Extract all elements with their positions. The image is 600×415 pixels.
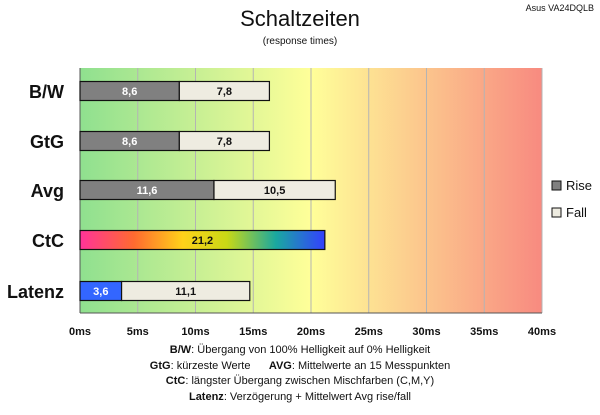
note-bw: B/W: Übergang von 100% Helligkeit auf 0%… [0, 343, 600, 359]
x-ticks: 0ms 5ms 10ms 15ms 20ms 25ms 30ms 35ms 40ms [69, 326, 556, 338]
bar-fall [178, 130, 271, 152]
note-key: CtC [165, 375, 186, 387]
bar-ctc-label: 21,2 [192, 235, 213, 247]
legend-label: Fall [566, 205, 587, 220]
bar-fall-label: 7,8 [217, 86, 232, 98]
note-text: : Mittelwerte an 15 Messpunkten [291, 359, 451, 372]
monitor-model: Asus VA24DQLB [525, 3, 594, 13]
note-gtg-avg: GtG: kürzeste Werte AVG: Mittelwerte an … [0, 359, 600, 375]
note-text: : längster Übergang zwischen Mischfarben… [185, 375, 435, 387]
x-tick-label: 15ms [239, 326, 267, 338]
x-tick-label: 20ms [297, 326, 325, 338]
x-tick-label: 5ms [127, 326, 149, 338]
note-text: : Übergang von 100% Helligkeit auf 0% He… [191, 344, 431, 356]
category-label: CtC [32, 231, 64, 251]
bar-fall-label: 7,8 [217, 136, 232, 148]
bar-rise-label: 8,6 [122, 86, 137, 98]
legend-swatch [551, 180, 562, 191]
legend: Rise Fall [551, 178, 592, 220]
note-latenz: Latenz: Verzögerung + Mittelwert Avg ris… [0, 390, 600, 406]
note-ctc: CtC: längster Übergang zwischen Mischfar… [0, 374, 600, 390]
bar-fall [213, 179, 336, 201]
category-labels: B/W GtG Avg CtC Latenz [7, 82, 64, 302]
bar-ctc [79, 229, 326, 251]
bar-latenz-avg [120, 280, 251, 302]
legend-label: Rise [566, 178, 592, 193]
x-tick-label: 10ms [181, 326, 209, 338]
chart-title: Schaltzeiten [240, 6, 360, 31]
bar-latenz-avg-label: 11,1 [175, 286, 196, 298]
x-tick-label: 40ms [528, 326, 556, 338]
x-tick-label: 30ms [412, 326, 440, 338]
x-tick-label: 25ms [355, 326, 383, 338]
category-label: Avg [31, 181, 64, 201]
note-key: Latenz [188, 390, 224, 403]
bar-fall-label: 10,5 [264, 185, 285, 197]
note-text: : kürzeste Werte [170, 359, 251, 372]
note-key: AVG [268, 359, 292, 372]
category-label: B/W [29, 82, 64, 102]
category-label: GtG [30, 132, 64, 152]
bar-latenz-delay-label: 3,6 [93, 286, 108, 298]
bar-fall [178, 80, 271, 102]
category-label: Latenz [7, 282, 64, 302]
bars: 8,6 7,8 8,6 7,8 11,6 10,5 21,2 3,6 11,1 [79, 80, 336, 302]
x-tick-label: 35ms [470, 326, 498, 338]
note-key: B/W [169, 344, 192, 356]
note-key: GtG [149, 359, 171, 372]
bar-rise-label: 8,6 [122, 136, 137, 148]
footnotes: B/W: Übergang von 100% Helligkeit auf 0%… [0, 343, 600, 405]
note-text: : Verzögerung + Mittelwert Avg rise/fall [223, 390, 412, 403]
chart-subtitle: (response times) [262, 36, 338, 47]
x-tick-label: 0ms [69, 326, 91, 338]
bar-rise-label: 11,6 [137, 185, 158, 197]
legend-swatch [551, 207, 562, 218]
response-time-chart: 0ms 5ms 10ms 15ms 20ms 25ms 30ms 35ms 40ms B/W Gt… [7, 68, 592, 338]
